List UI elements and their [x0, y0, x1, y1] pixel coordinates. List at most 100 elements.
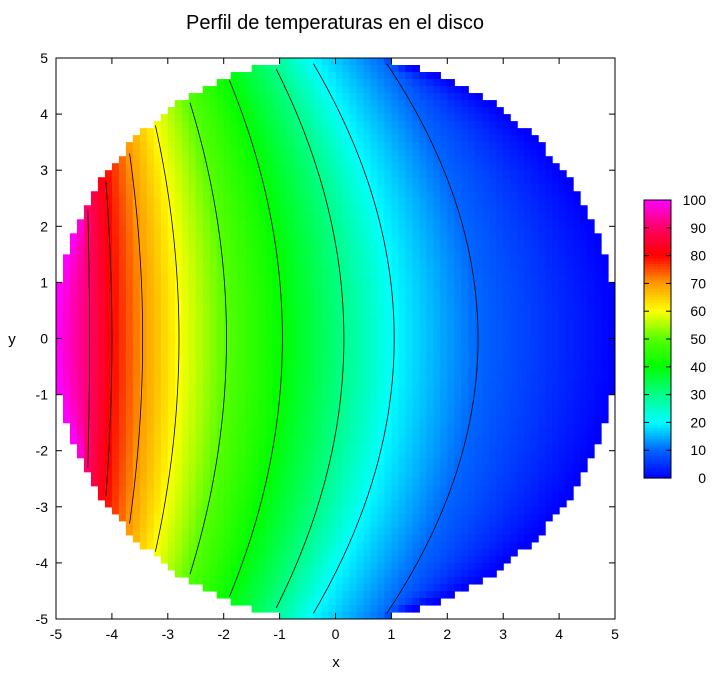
heat-cell — [139, 464, 148, 473]
heat-cell — [188, 408, 197, 417]
heat-cell — [83, 352, 92, 361]
heat-cell — [356, 527, 365, 536]
heat-cell — [223, 128, 232, 136]
heat-cell — [230, 513, 239, 522]
heat-cell — [307, 478, 316, 487]
heat-cell — [363, 268, 372, 276]
heat-cell — [223, 184, 232, 192]
heat-cell — [132, 282, 141, 291]
heat-cell — [230, 177, 239, 185]
heat-cell — [363, 422, 372, 431]
heat-cell — [139, 408, 148, 417]
heat-cell — [223, 359, 232, 368]
heat-cell — [363, 275, 372, 283]
heat-cell — [349, 408, 358, 417]
heat-cell — [433, 212, 441, 220]
heat-cell — [76, 359, 85, 368]
heat-cell — [545, 296, 553, 305]
heat-cell — [195, 513, 204, 522]
heat-cell — [538, 366, 546, 375]
heat-cell — [258, 289, 267, 298]
heat-cell — [69, 310, 78, 319]
heat-cell — [104, 366, 113, 375]
heat-cell — [209, 527, 218, 536]
heat-cell — [237, 548, 246, 557]
heat-cell — [405, 226, 413, 234]
heat-cell — [321, 569, 330, 578]
heat-cell — [188, 128, 197, 136]
heat-cell — [468, 366, 476, 375]
heat-cell — [433, 506, 441, 515]
heat-cell — [524, 415, 532, 424]
heat-cell — [405, 156, 413, 164]
heat-cell — [391, 457, 399, 466]
heat-cell — [111, 198, 120, 206]
heat-cell — [524, 443, 532, 452]
heat-cell — [412, 254, 420, 262]
heat-cell — [202, 310, 211, 319]
heat-cell — [489, 163, 497, 171]
heat-cell — [272, 520, 281, 529]
heat-cell — [489, 296, 497, 305]
heat-cell — [524, 338, 532, 347]
heat-cell — [426, 401, 434, 410]
heat-cell — [104, 212, 113, 220]
heat-cell — [244, 394, 253, 403]
heat-cell — [314, 142, 323, 150]
heat-cell — [321, 527, 330, 536]
heat-cell — [531, 170, 539, 178]
heat-cell — [531, 443, 539, 452]
heat-cell — [349, 513, 358, 522]
heat-cell — [440, 331, 448, 340]
heat-cell — [118, 338, 127, 347]
heat-cell — [307, 527, 316, 536]
heat-cell — [391, 324, 399, 333]
heat-cell — [328, 240, 337, 248]
heat-cell — [139, 170, 148, 178]
heat-cell — [580, 219, 588, 227]
heat-cell — [447, 226, 455, 234]
heat-cell — [552, 492, 560, 501]
heat-cell — [454, 401, 462, 410]
heat-cell — [496, 464, 504, 473]
heat-cell — [412, 86, 420, 94]
heat-cell — [391, 142, 399, 150]
heat-cell — [398, 506, 406, 515]
heat-cell — [447, 394, 455, 403]
heat-cell — [125, 275, 134, 283]
heat-cell — [314, 366, 323, 375]
heat-cell — [104, 303, 113, 312]
heat-cell — [118, 310, 127, 319]
heat-cell — [377, 219, 386, 227]
heat-cell — [167, 233, 176, 241]
heat-cell — [496, 429, 504, 438]
heat-cell — [69, 387, 78, 396]
heat-cell — [377, 240, 386, 248]
heat-cell — [174, 275, 183, 283]
heat-cell — [426, 562, 434, 571]
heat-cell — [125, 513, 134, 522]
heat-cell — [349, 317, 358, 326]
heat-cell — [356, 345, 365, 354]
heat-cell — [363, 534, 372, 543]
heat-cell — [503, 135, 511, 143]
heat-cell — [230, 387, 239, 396]
heat-cell — [363, 65, 372, 73]
heat-cell — [174, 464, 183, 473]
heat-cell — [132, 492, 141, 501]
heat-cell — [293, 128, 302, 136]
heat-cell — [125, 303, 134, 312]
heat-cell — [552, 380, 560, 389]
heat-cell — [321, 513, 330, 522]
heat-cell — [454, 296, 462, 305]
heat-cell — [363, 555, 372, 564]
heat-cell — [328, 492, 337, 501]
heat-cell — [517, 513, 525, 522]
heat-cell — [321, 219, 330, 227]
heat-cell — [412, 569, 420, 578]
heat-cell — [496, 338, 504, 347]
heat-cell — [97, 429, 106, 438]
heat-cell — [496, 352, 504, 361]
heat-cell — [587, 387, 595, 396]
heat-cell — [237, 254, 246, 262]
